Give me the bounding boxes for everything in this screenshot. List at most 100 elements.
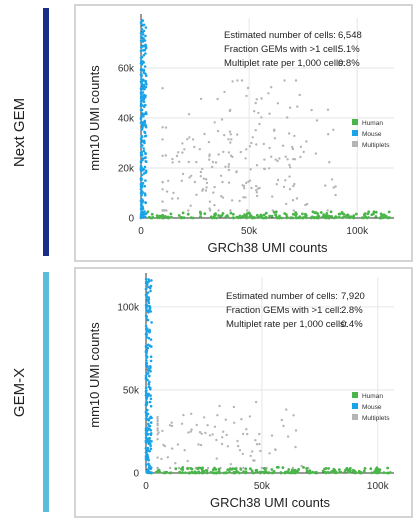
multiplet-point xyxy=(230,199,234,202)
human-point xyxy=(226,468,230,472)
human-point xyxy=(205,471,209,475)
human-point xyxy=(315,471,318,474)
human-point xyxy=(316,215,319,219)
mouse-point xyxy=(141,91,145,94)
multiplet-point xyxy=(286,435,290,438)
multiplet-point xyxy=(232,405,236,409)
multiplet-point xyxy=(211,160,215,164)
multiplet-point xyxy=(246,86,250,90)
human-point xyxy=(275,215,278,219)
mouse-point xyxy=(147,419,150,422)
multiplet-point xyxy=(206,466,210,470)
mouse-point xyxy=(144,171,147,174)
legend-label: Mouse xyxy=(362,404,382,411)
multiplet-point xyxy=(161,180,164,184)
multiplet-point xyxy=(190,412,193,415)
multiplet-point xyxy=(299,145,303,148)
multiplet-point xyxy=(229,154,233,157)
human-point xyxy=(149,216,153,220)
multiplet-point xyxy=(220,442,224,446)
mouse-point xyxy=(140,46,143,49)
human-point xyxy=(300,216,304,220)
human-point xyxy=(286,470,290,473)
x-tick-label: 0 xyxy=(138,226,144,237)
human-point xyxy=(335,216,339,219)
human-point xyxy=(346,213,350,217)
multiplet-point xyxy=(189,204,192,207)
mouse-point xyxy=(142,114,145,118)
multiplet-point xyxy=(244,196,247,199)
mouse-point xyxy=(143,131,147,134)
multiplet-point xyxy=(255,143,258,146)
mouse-point xyxy=(147,329,150,333)
multiplet-point xyxy=(183,148,186,151)
mouse-point xyxy=(140,123,144,126)
mouse-point xyxy=(147,369,150,372)
next-gem-scatter: 0 50k 100k 0 20k 40k 60k GRCh38 UMI counts mm10 … xyxy=(87,14,394,255)
mouse-point xyxy=(143,184,146,188)
multiplet-point xyxy=(161,126,164,129)
multiplet-point xyxy=(203,416,206,419)
human-point xyxy=(272,471,276,474)
stat-label: Estimated number of cells: xyxy=(224,30,336,41)
human-point xyxy=(308,469,312,473)
multiplet-point xyxy=(271,195,274,198)
mouse-point xyxy=(146,378,149,382)
multiplet-point xyxy=(161,188,164,191)
mouse-point xyxy=(139,62,143,65)
multiplet-point xyxy=(156,417,159,420)
mouse-point xyxy=(142,100,146,103)
x-tick-label: 100k xyxy=(367,481,390,492)
mouse-point xyxy=(147,285,150,289)
human-point xyxy=(287,468,291,471)
human-point xyxy=(301,212,304,216)
multiplet-point xyxy=(275,183,278,186)
multiplet-point xyxy=(198,431,202,434)
multiplet-point xyxy=(170,424,174,428)
mouse-point xyxy=(147,383,151,386)
mouse-point xyxy=(144,212,148,216)
multiplet-point xyxy=(229,463,232,466)
multiplet-point xyxy=(245,94,248,98)
mouse-point xyxy=(144,72,147,76)
multiplet-point xyxy=(253,110,256,113)
next-gem-accent-bar xyxy=(43,8,49,256)
mouse-point xyxy=(144,374,148,378)
human-point xyxy=(281,466,285,469)
mouse-point xyxy=(144,52,147,55)
human-point xyxy=(230,468,234,471)
legend-label: Mouse xyxy=(362,131,382,138)
multiplet-point xyxy=(263,158,266,161)
human-point xyxy=(192,471,196,475)
human-point xyxy=(169,212,173,216)
human-point xyxy=(228,470,231,474)
mouse-point xyxy=(139,102,143,105)
mouse-point xyxy=(139,170,143,173)
mouse-point xyxy=(144,394,148,397)
human-point xyxy=(204,469,208,472)
human-point xyxy=(258,215,261,219)
multiplet-point xyxy=(246,432,249,436)
multiplet-point xyxy=(249,454,252,458)
multiplet-point xyxy=(213,121,216,124)
mouse-point xyxy=(144,287,148,291)
human-point xyxy=(262,213,266,217)
human-point xyxy=(379,212,383,216)
multiplet-point xyxy=(205,178,208,181)
x-tick-label: 100k xyxy=(346,226,369,237)
human-point xyxy=(351,470,355,473)
human-point xyxy=(370,213,374,217)
human-point xyxy=(244,470,248,474)
mouse-point xyxy=(144,456,148,459)
multiplet-point xyxy=(186,138,189,141)
multiplet-point xyxy=(258,122,261,126)
human-point xyxy=(199,466,203,470)
mouse-point xyxy=(145,355,149,359)
human-point xyxy=(386,216,390,220)
legend-swatch xyxy=(352,403,358,409)
multiplet-point xyxy=(221,436,224,439)
human-point xyxy=(374,210,378,214)
human-point xyxy=(244,467,248,471)
mouse-point xyxy=(145,398,148,401)
human-point xyxy=(288,216,292,220)
